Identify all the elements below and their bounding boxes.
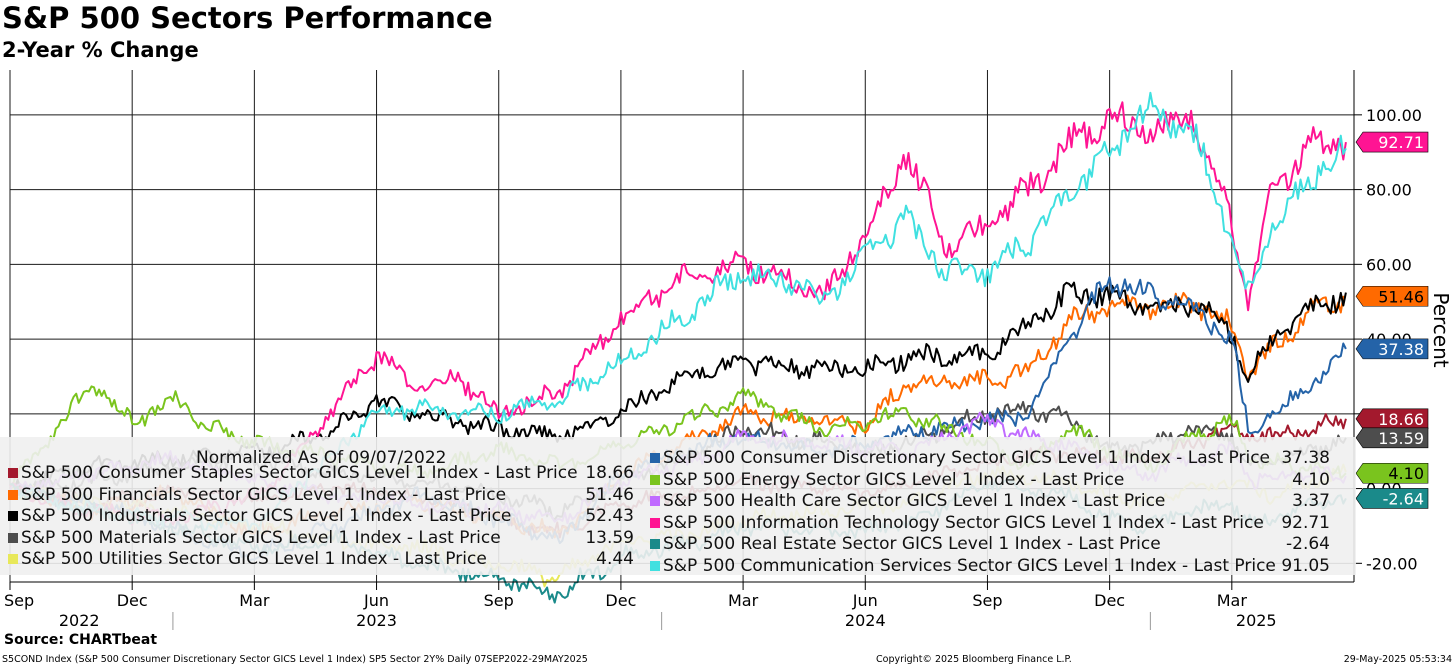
legend-swatch-4 (8, 554, 18, 564)
value-tag-3: 13.59 (1355, 427, 1429, 449)
legend-swatch-10 (650, 560, 660, 571)
legend-value-1: 51.46 (585, 484, 634, 505)
year-label-2: 2024 (845, 611, 886, 630)
xtick-label-8: Sep (972, 591, 1002, 610)
chart-subtitle: 2-Year % Change (2, 38, 199, 62)
legend-item-6: S&P 500 Energy Sector GICS Level 1 Index… (650, 470, 1330, 491)
legend: Normalized As Of 09/07/2022 S&P 500 Cons… (0, 437, 1356, 577)
legend-note: Normalized As Of 09/07/2022 (196, 448, 447, 468)
xtick-label-6: Mar (728, 591, 759, 610)
xtick-label-10: Mar (1217, 591, 1248, 610)
value-tag-text-5: 37.38 (1378, 340, 1424, 359)
legend-item-10: S&P 500 Communication Services Sector GI… (650, 556, 1330, 577)
legend-item-8: S&P 500 Information Technology Sector GI… (650, 513, 1330, 534)
legend-item-0: S&P 500 Consumer Staples Sector GICS Lev… (8, 463, 634, 484)
legend-value-10: 91.05 (1281, 555, 1330, 576)
legend-label-1: S&P 500 Financials Sector GICS Level 1 I… (21, 484, 507, 505)
y-axis-title: Percent (1429, 292, 1453, 367)
value-tag-0: 18.66 (1355, 408, 1429, 430)
xtick-label-5: Dec (605, 591, 636, 610)
legend-value-8: 92.71 (1281, 512, 1330, 533)
xtick-label-0: Sep (4, 591, 34, 610)
value-tag-text-3: 13.59 (1378, 429, 1424, 448)
value-tag-1: 51.46 (1355, 285, 1429, 307)
value-tag-6: 4.10 (1355, 462, 1429, 484)
legend-swatch-3 (8, 532, 18, 543)
legend-value-0: 18.66 (585, 463, 634, 483)
xtick-label-2: Mar (239, 591, 270, 610)
legend-label-0: S&P 500 Consumer Staples Sector GICS Lev… (21, 463, 578, 483)
legend-value-6: 4.10 (1292, 469, 1330, 490)
xtick-label-7: Jun (852, 591, 878, 610)
legend-item-5: S&P 500 Consumer Discretionary Sector GI… (650, 448, 1330, 469)
chart-title: S&P 500 Sectors Performance (2, 1, 493, 35)
value-tag-box-9 (1355, 488, 1429, 509)
ytick-label-1: 80.00 (1366, 181, 1412, 200)
legend-label-8: S&P 500 Information Technology Sector GI… (663, 512, 1264, 533)
legend-label-6: S&P 500 Energy Sector GICS Level 1 Index… (663, 469, 1125, 490)
legend-label-9: S&P 500 Real Estate Sector GICS Level 1 … (663, 534, 1161, 554)
value-tag-box-6 (1355, 462, 1429, 484)
legend-value-7: 3.37 (1292, 491, 1330, 511)
legend-label-2: S&P 500 Industrials Sector GICS Level 1 … (21, 506, 512, 526)
value-tag-text-8: 92.71 (1378, 133, 1424, 152)
legend-label-4: S&P 500 Utilities Sector GICS Level 1 In… (21, 549, 487, 569)
year-label-3: 2025 (1236, 611, 1277, 630)
value-tag-box-3 (1355, 427, 1429, 449)
value-tag-box-8 (1355, 131, 1429, 153)
timestamp: 29-May-2025 05:53:34 (1343, 654, 1452, 665)
legend-item-4: S&P 500 Utilities Sector GICS Level 1 In… (8, 549, 634, 570)
year-label-0: 2022 (59, 611, 100, 630)
value-tag-9: -2.64 (1355, 488, 1429, 509)
index-description: S5COND Index (S&P 500 Consumer Discretio… (2, 654, 588, 665)
xtick-label-9: Dec (1094, 591, 1125, 610)
copyright: Copyright© 2025 Bloomberg Finance L.P. (876, 654, 1072, 665)
value-tag-box-1 (1355, 285, 1429, 307)
legend-swatch-5 (650, 453, 660, 463)
legend-item-7: S&P 500 Health Care Sector GICS Level 1 … (650, 491, 1330, 512)
xtick-label-3: Jun (363, 591, 389, 610)
legend-item-9: S&P 500 Real Estate Sector GICS Level 1 … (650, 534, 1330, 555)
legend-label-3: S&P 500 Materials Sector GICS Level 1 In… (21, 527, 501, 548)
value-tag-text-1: 51.46 (1378, 287, 1424, 306)
value-tags: 18.66 51.46 13.59 37.38 4.10 92.71 -2.64 (1355, 131, 1429, 509)
legend-item-1: S&P 500 Financials Sector GICS Level 1 I… (8, 485, 634, 506)
ytick-label-0: 100.00 (1366, 106, 1422, 125)
legend-swatch-8 (650, 517, 660, 528)
source-note: Source: CHARTbeat (4, 632, 158, 648)
legend-swatch-7 (650, 496, 660, 506)
xtick-label-4: Sep (484, 591, 514, 610)
legend-swatch-6 (650, 474, 660, 485)
legend-item-2: S&P 500 Industrials Sector GICS Level 1 … (8, 506, 634, 527)
value-tag-text-0: 18.66 (1378, 410, 1424, 429)
legend-value-4: 4.44 (596, 549, 634, 569)
ytick-label-6: -20.00 (1366, 554, 1418, 573)
legend-value-5: 37.38 (1281, 448, 1330, 468)
legend-swatch-2 (8, 511, 18, 521)
value-tag-5: 37.38 (1355, 338, 1429, 360)
year-label-1: 2023 (356, 611, 397, 630)
legend-value-2: 52.43 (585, 506, 634, 526)
ytick-label-2: 60.00 (1366, 255, 1412, 274)
legend-label-5: S&P 500 Consumer Discretionary Sector GI… (663, 448, 1271, 468)
value-tag-8: 92.71 (1355, 131, 1429, 153)
legend-swatch-9 (650, 539, 660, 549)
legend-swatch-1 (8, 489, 18, 500)
legend-item-3: S&P 500 Materials Sector GICS Level 1 In… (8, 528, 634, 549)
legend-swatch-0 (8, 468, 18, 478)
value-tag-text-9: -2.64 (1383, 489, 1424, 508)
legend-label-7: S&P 500 Health Care Sector GICS Level 1 … (663, 491, 1166, 511)
legend-label-10: S&P 500 Communication Services Sector GI… (663, 555, 1276, 576)
legend-value-9: -2.64 (1286, 534, 1330, 554)
value-tag-box-5 (1355, 338, 1429, 360)
xtick-label-1: Dec (117, 591, 148, 610)
legend-value-3: 13.59 (585, 527, 634, 548)
value-tag-box-0 (1355, 408, 1429, 430)
value-tag-text-6: 4.10 (1388, 464, 1424, 483)
